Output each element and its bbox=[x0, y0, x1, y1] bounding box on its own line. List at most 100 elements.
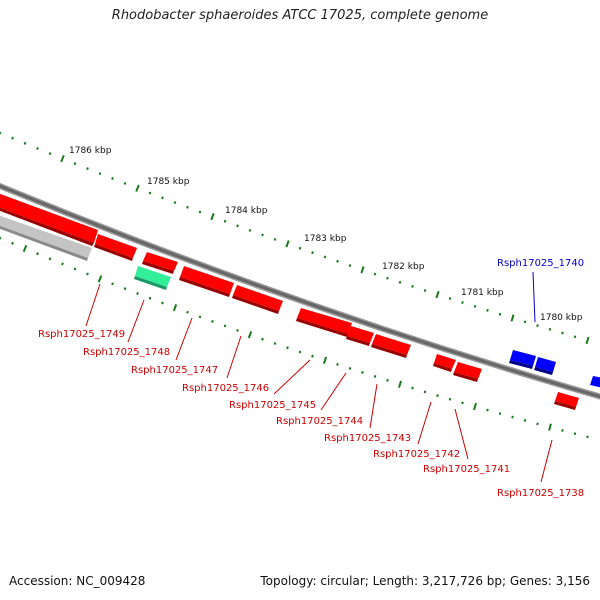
tick-mark bbox=[411, 284, 414, 288]
tick-mark bbox=[172, 304, 178, 312]
tick-mark bbox=[436, 394, 439, 397]
tick-mark bbox=[373, 374, 377, 378]
tick-mark bbox=[536, 324, 539, 328]
tick-mark bbox=[236, 224, 239, 228]
tick-mark bbox=[11, 241, 14, 245]
tick-mark bbox=[186, 205, 189, 209]
gene-1746[interactable] bbox=[232, 285, 283, 314]
gene-label-1740: Rsph17025_1740 bbox=[497, 258, 584, 269]
tick-mark bbox=[247, 331, 253, 339]
tick-mark bbox=[223, 219, 227, 223]
gene-1743[interactable] bbox=[371, 334, 411, 358]
tick-mark bbox=[48, 257, 52, 261]
tick-mark bbox=[561, 331, 564, 335]
tick-mark bbox=[411, 386, 414, 390]
tick-mark bbox=[236, 328, 239, 332]
genome-backbone bbox=[0, 182, 600, 400]
tick-mark bbox=[523, 320, 527, 324]
gene-1738[interactable] bbox=[554, 392, 579, 410]
gene-1748[interactable] bbox=[142, 252, 178, 274]
tick-mark bbox=[511, 415, 514, 419]
gene-label-1748: Rsph17025_1748 bbox=[83, 347, 170, 358]
map-title: Rhodobacter sphaeroides ATCC 17025, comp… bbox=[111, 8, 489, 23]
tick-mark bbox=[248, 228, 252, 232]
tick-mark bbox=[536, 422, 539, 426]
tick-mark bbox=[498, 412, 502, 415]
tick-mark bbox=[523, 419, 527, 422]
gene-1742[interactable] bbox=[433, 354, 456, 372]
gene-green[interactable] bbox=[134, 266, 171, 290]
tick-mark bbox=[336, 259, 339, 263]
label-leaders bbox=[85, 271, 553, 483]
kbp-label-1782: 1782 kbp bbox=[382, 262, 425, 272]
gene-label-1749: Rsph17025_1749 bbox=[38, 329, 125, 340]
tick-mark bbox=[448, 397, 452, 401]
tick-mark bbox=[123, 287, 127, 291]
tick-mark bbox=[261, 337, 264, 341]
tick-mark bbox=[136, 292, 139, 295]
tick-mark bbox=[486, 408, 489, 412]
tick-mark bbox=[223, 324, 227, 328]
inner-tick-track bbox=[0, 236, 589, 439]
gene-label-1738: Rsph17025_1738 bbox=[497, 488, 584, 499]
tick-mark bbox=[473, 304, 477, 308]
tick-mark bbox=[111, 177, 114, 180]
tick-mark bbox=[573, 432, 577, 436]
tick-mark bbox=[548, 423, 552, 431]
gene-1747[interactable] bbox=[179, 266, 234, 297]
tick-mark bbox=[86, 167, 89, 171]
gene-1749[interactable] bbox=[0, 192, 98, 246]
tick-mark bbox=[186, 310, 189, 314]
gene-1748-arrow[interactable] bbox=[94, 234, 137, 261]
tick-mark bbox=[448, 297, 452, 301]
tick-mark bbox=[173, 201, 177, 205]
tick-mark bbox=[36, 146, 39, 151]
tick-mark bbox=[261, 233, 264, 237]
kbp-label-1783: 1783 kbp bbox=[304, 234, 347, 244]
tick-mark bbox=[48, 152, 52, 156]
tick-mark bbox=[73, 267, 77, 271]
tick-mark bbox=[398, 280, 402, 284]
tick-mark bbox=[11, 136, 14, 140]
kbp-label-1786: 1786 kbp bbox=[69, 146, 112, 156]
tick-mark bbox=[22, 244, 28, 253]
tick-mark bbox=[198, 210, 202, 214]
gene-1741[interactable] bbox=[453, 362, 482, 382]
tick-mark bbox=[498, 312, 502, 316]
gene-1744[interactable] bbox=[346, 326, 374, 346]
gene-features bbox=[0, 192, 600, 410]
tick-mark bbox=[510, 314, 515, 322]
tick-mark bbox=[36, 252, 39, 256]
tick-mark bbox=[161, 196, 164, 200]
tick-mark bbox=[97, 275, 103, 283]
genome-summary-text: Topology: circular; Length: 3,217,726 bp… bbox=[260, 574, 590, 588]
gene-1745[interactable] bbox=[296, 308, 352, 337]
tick-mark bbox=[61, 262, 64, 266]
gene-1740[interactable] bbox=[509, 350, 600, 388]
kbp-label-1780: 1780 kbp bbox=[540, 313, 583, 323]
gene-label-1743: Rsph17025_1743 bbox=[324, 433, 411, 444]
tick-mark bbox=[98, 172, 102, 176]
tick-mark bbox=[361, 370, 364, 374]
tick-mark bbox=[373, 272, 377, 276]
gene-label-1746: Rsph17025_1746 bbox=[182, 383, 269, 394]
tick-mark bbox=[548, 327, 552, 331]
tick-mark bbox=[73, 162, 77, 166]
gene-pseudo[interactable] bbox=[0, 214, 92, 261]
tick-mark bbox=[86, 272, 89, 276]
tick-mark bbox=[348, 264, 352, 268]
tick-mark bbox=[0, 131, 2, 135]
tick-mark bbox=[323, 255, 327, 259]
gene-label-1742: Rsph17025_1742 bbox=[373, 449, 460, 460]
kbp-label-1784: 1784 kbp bbox=[225, 206, 268, 216]
tick-mark bbox=[423, 289, 427, 293]
tick-mark bbox=[273, 342, 277, 345]
tick-mark bbox=[211, 319, 214, 323]
tick-mark bbox=[423, 390, 427, 394]
tick-mark bbox=[60, 155, 65, 163]
tick-mark bbox=[161, 301, 164, 305]
tick-mark bbox=[210, 213, 215, 221]
tick-mark bbox=[322, 356, 328, 365]
tick-mark bbox=[311, 251, 314, 255]
